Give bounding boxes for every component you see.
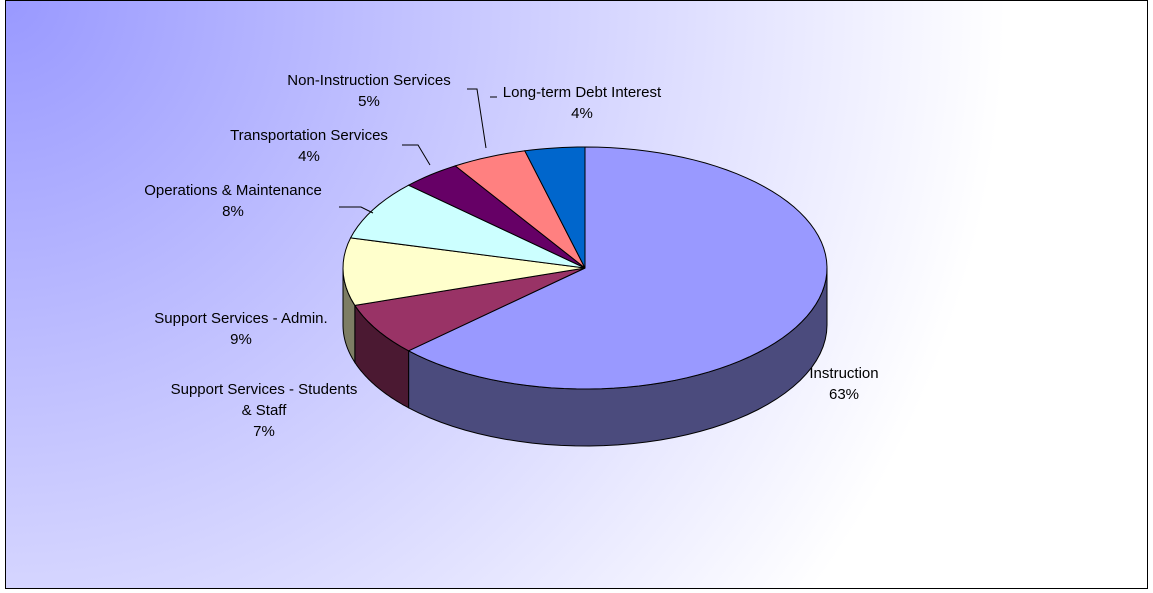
data-label-category: Support Services - Students [171, 381, 358, 398]
data-label-category: Non-Instruction Services [287, 72, 450, 89]
data-label-5: Non-Instruction Services 5% [287, 72, 450, 110]
data-label-3: Operations & Maintenance 8% [144, 182, 322, 220]
data-label-percent: 4% [571, 105, 593, 122]
pie-slice-1 [353, 267, 586, 352]
data-label-percent: 4% [298, 148, 320, 165]
data-label-percent: 5% [358, 93, 380, 110]
pie-slice-3 [349, 184, 586, 269]
data-label-6: Long-term Debt Interest 4% [503, 84, 662, 122]
data-label-category: Long-term Debt Interest [503, 84, 662, 101]
data-label-category: & Staff [242, 402, 288, 419]
data-label-percent: 7% [253, 423, 275, 440]
data-label-1: Support Services - Students & Staff 7% [171, 381, 358, 440]
pie-chart: Instruction 63% Support Services - Student… [6, 1, 1147, 588]
data-label-category: Operations & Maintenance [144, 182, 322, 199]
pie-slice-4 [407, 165, 586, 269]
data-label-0: Instruction 63% [809, 365, 878, 403]
leader-line-4 [402, 144, 431, 166]
data-label-percent: 63% [829, 386, 859, 403]
pie-slice-2 [342, 237, 586, 306]
pie-slice-5 [454, 150, 586, 269]
data-label-2: Support Services - Admin. 9% [154, 310, 327, 348]
chart-area: Instruction 63% Support Services - Student… [5, 0, 1148, 589]
leader-line-3 [339, 206, 374, 214]
data-label-4: Transportation Services 4% [230, 127, 388, 165]
data-label-category: Transportation Services [230, 127, 388, 144]
data-label-category: Support Services - Admin. [154, 310, 327, 327]
pie-slice-6 [524, 146, 586, 269]
data-label-percent: 8% [222, 203, 244, 220]
leader-line-5 [467, 88, 487, 149]
leader-lines [339, 88, 497, 214]
data-label-category: Instruction [809, 365, 878, 382]
data-labels: Instruction 63% Support Services - Student… [144, 72, 878, 440]
pie-slice-0 [407, 146, 828, 390]
pie-tops [342, 146, 828, 390]
data-label-percent: 9% [230, 331, 252, 348]
